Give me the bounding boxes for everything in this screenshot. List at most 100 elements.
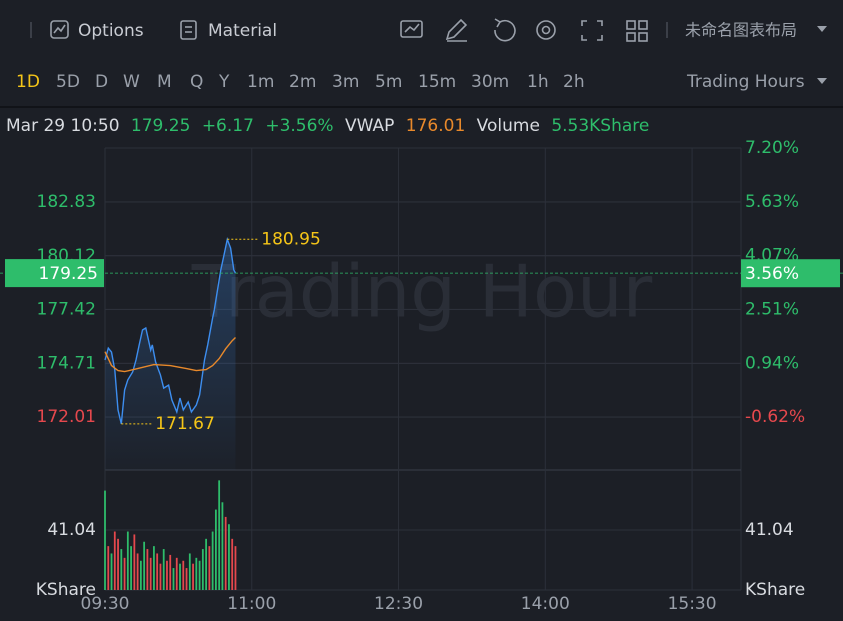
- icon: [638, 20, 648, 30]
- volume-bar: [136, 553, 139, 590]
- timeframe-tab[interactable]: 1D: [16, 72, 40, 92]
- reset-button[interactable]: [494, 18, 516, 42]
- volume-bar: [130, 546, 132, 590]
- draw-button[interactable]: [445, 18, 468, 42]
- volume-unit: KShare: [745, 580, 805, 600]
- timeframe-tab[interactable]: 2m: [289, 72, 316, 92]
- y-tick-label: 174.71: [37, 353, 96, 373]
- high-label: 180.95: [261, 229, 320, 249]
- x-tick-label: 15:30: [668, 594, 717, 614]
- plot: 09:30 11:00 12:30 14:00 15:30 172.01 174.71 177…: [0, 138, 843, 614]
- volume-tick-label: 41.04: [745, 520, 794, 540]
- fullscreen-button[interactable]: [581, 20, 603, 41]
- timeframe-tab[interactable]: 30m: [471, 72, 509, 92]
- timeframe-bar: 1D 5D D W M Q Y 1m 2m 3m 5m 15m 30m 1h 2h: [16, 72, 585, 92]
- volume-bar: [192, 563, 194, 590]
- timeframe-tab[interactable]: 2h: [563, 72, 585, 92]
- price-area: [105, 239, 236, 470]
- volume-bar: [166, 560, 168, 590]
- y2-tick-label: 5.63%: [745, 192, 799, 212]
- timeframe-tab[interactable]: Y: [218, 72, 230, 92]
- volume-bar: [175, 557, 178, 590]
- icon: [53, 24, 66, 34]
- material-button[interactable]: Material: [180, 20, 277, 41]
- volume-bar: [231, 538, 234, 590]
- volume-bar: [149, 557, 152, 590]
- y2-tick-label: 0.94%: [745, 353, 799, 373]
- x-tick-label: 12:30: [374, 594, 423, 614]
- volume-bar: [120, 549, 123, 590]
- volume-bar: [224, 516, 227, 590]
- options-button[interactable]: Options: [50, 20, 144, 41]
- timeframe-tab[interactable]: 5D: [56, 72, 80, 92]
- vwap-line: [104, 336, 236, 373]
- icon: [536, 20, 556, 40]
- volume-bar: [211, 531, 214, 590]
- caret: [817, 26, 827, 32]
- volume-bar: [107, 546, 110, 590]
- layout-button[interactable]: [626, 20, 648, 42]
- icon: [626, 32, 636, 42]
- material-label: Material: [208, 21, 277, 41]
- timeframe-tab[interactable]: 1h: [527, 72, 549, 92]
- y2-tick-label: 2.51%: [745, 299, 799, 319]
- info-change-pct: +3.56%: [265, 116, 333, 136]
- low-label: 171.67: [155, 414, 214, 434]
- separator: [0, 106, 843, 108]
- volume-bar: [198, 560, 201, 590]
- icon: [541, 25, 551, 35]
- icon: [494, 19, 516, 42]
- volume-bar: [104, 490, 106, 590]
- x-tick-label: 14:00: [521, 594, 570, 614]
- session-label: Trading Hours: [686, 72, 805, 92]
- info-vwap: 176.01: [406, 116, 465, 136]
- volume-bar: [117, 538, 119, 590]
- timeframe-tab[interactable]: 5m: [375, 72, 402, 92]
- volume-bar: [179, 563, 181, 590]
- info-line: Mar 29 10:50 179.25 +6.17 +3.56% VWAP 17…: [6, 116, 649, 136]
- last-price-label: 179.25: [39, 264, 98, 284]
- timeframe-tab[interactable]: M: [157, 72, 172, 92]
- volume-bar: [153, 546, 155, 590]
- timeframe-tab[interactable]: 3m: [332, 72, 359, 92]
- y2-tick-label: -0.62%: [745, 407, 805, 427]
- timeframe-tab[interactable]: W: [123, 72, 140, 92]
- icon: [400, 20, 423, 38]
- volume-bar: [185, 568, 188, 590]
- icon: [581, 20, 603, 41]
- volume-bar: [156, 553, 159, 590]
- icon: [445, 18, 468, 41]
- volume-bar: [133, 534, 136, 590]
- icon: [494, 18, 502, 28]
- timeframe-tab[interactable]: Q: [190, 72, 203, 92]
- volume-bar: [234, 546, 237, 590]
- icon: [626, 20, 636, 30]
- indicator-button[interactable]: [400, 20, 423, 38]
- last-change-badge: [741, 259, 840, 288]
- volume-bar: [188, 553, 191, 590]
- info-price: 179.25: [131, 116, 190, 136]
- timeframe-tab[interactable]: 15m: [418, 72, 456, 92]
- last-price-badge: [5, 259, 104, 288]
- timeframe-tab[interactable]: 1m: [247, 72, 274, 92]
- volume-bar: [208, 546, 211, 590]
- y2-tick-label: 7.20%: [745, 138, 799, 158]
- icon: [404, 23, 420, 33]
- volume-bar: [139, 560, 142, 590]
- x-tick-label: 11:00: [227, 594, 276, 614]
- volume-bar: [221, 502, 224, 590]
- settings-button[interactable]: [536, 20, 556, 40]
- volume-bar: [143, 541, 146, 590]
- volume-bar: [205, 538, 208, 590]
- session-menu[interactable]: Trading Hours: [686, 72, 827, 92]
- volume-bar: [172, 568, 175, 590]
- layout-menu[interactable]: 未命名图表布局: [685, 21, 827, 40]
- timeframe-tab[interactable]: D: [95, 72, 108, 92]
- info-vwap-label: VWAP: [345, 116, 394, 136]
- y-tick-label: 182.83: [37, 192, 96, 212]
- volume-unit: KShare: [36, 580, 96, 600]
- volume-bar: [126, 531, 129, 590]
- layout-name: 未命名图表布局: [685, 21, 797, 40]
- volume-bar: [218, 480, 221, 590]
- caret: [817, 78, 827, 84]
